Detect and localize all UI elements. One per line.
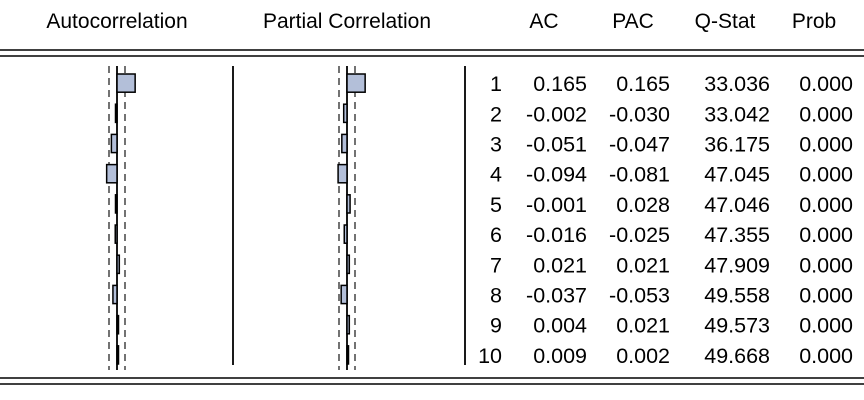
ac-bar-5 (114, 194, 118, 214)
pac-bar-3 (341, 133, 348, 154)
pac-bar-10 (346, 345, 350, 365)
prob-value-6: 0.000 (799, 223, 853, 247)
pac-value-3: -0.047 (609, 133, 670, 157)
ac-value-10: 0.009 (533, 344, 587, 368)
ac-value-7: 0.021 (533, 253, 587, 277)
ac-bar-4 (105, 163, 118, 184)
pac-value-10: 0.002 (616, 344, 670, 368)
header-partial-correlation: Partial Correlation (263, 10, 431, 33)
pac-value-6: -0.025 (609, 223, 670, 247)
header-prob: Prob (792, 10, 836, 33)
ac-value-8: -0.037 (526, 284, 587, 308)
pac-value-4: -0.081 (609, 163, 670, 187)
ac-value-9: 0.004 (533, 314, 587, 338)
qstat-value-5: 47.046 (704, 193, 770, 217)
qstat-value-3: 36.175 (704, 133, 770, 157)
prob-value-9: 0.000 (799, 314, 853, 338)
ac-value-3: -0.051 (526, 133, 587, 157)
ac-bar-10 (116, 345, 120, 365)
lag-value-4: 4 (490, 163, 502, 187)
pac-bar-1 (346, 73, 366, 93)
pac-bar-5 (346, 194, 351, 214)
pac-bar-9 (346, 314, 351, 335)
pac-bar-4 (337, 163, 348, 184)
lag-value-6: 6 (490, 223, 502, 247)
qstat-value-6: 47.355 (704, 223, 770, 247)
pac-value-5: 0.028 (616, 193, 670, 217)
pac-value-7: 0.021 (616, 253, 670, 277)
header-pac: PAC (612, 10, 654, 33)
pac-value-2: -0.030 (609, 102, 670, 126)
ac-bar-6 (114, 224, 118, 244)
ac-bar-8 (112, 284, 118, 305)
lag-value-10: 10 (478, 344, 502, 368)
prob-value-4: 0.000 (799, 163, 853, 187)
header-autocorrelation: Autocorrelation (46, 10, 187, 33)
prob-value-2: 0.000 (799, 102, 853, 126)
qstat-value-7: 47.909 (704, 253, 770, 277)
lag-value-2: 2 (490, 102, 502, 126)
ac-value-5: -0.001 (526, 193, 587, 217)
prob-value-3: 0.000 (799, 133, 853, 157)
ac-bar-7 (116, 254, 121, 275)
qstat-value-8: 49.558 (704, 284, 770, 308)
prob-value-8: 0.000 (799, 284, 853, 308)
pac-value-9: 0.021 (616, 314, 670, 338)
pac-value-1: 0.165 (616, 72, 670, 96)
pac-value-8: -0.053 (609, 284, 670, 308)
ac-value-1: 0.165 (533, 72, 587, 96)
lag-value-5: 5 (490, 193, 502, 217)
qstat-value-9: 49.573 (704, 314, 770, 338)
prob-value-5: 0.000 (799, 193, 853, 217)
header-ac: AC (529, 10, 558, 33)
lag-value-1: 1 (490, 72, 502, 96)
ac-bar-1 (116, 73, 136, 93)
pac-bar-2 (342, 103, 348, 124)
ac-value-4: -0.094 (526, 163, 587, 187)
qstat-value-4: 47.045 (704, 163, 770, 187)
lag-value-7: 7 (490, 253, 502, 277)
ac-bar-9 (116, 314, 120, 335)
pac-bar-8 (340, 284, 348, 305)
qstat-value-1: 33.036 (704, 72, 770, 96)
ac-bar-3 (110, 133, 118, 154)
prob-value-7: 0.000 (799, 253, 853, 277)
ac-value-2: -0.002 (526, 102, 587, 126)
qstat-value-2: 33.042 (704, 102, 770, 126)
lag-value-8: 8 (490, 284, 502, 308)
prob-value-1: 0.000 (799, 72, 853, 96)
qstat-value-10: 49.668 (704, 344, 770, 368)
ac-bar-2 (114, 103, 118, 124)
lag-value-3: 3 (490, 133, 502, 157)
header-qstat: Q-Stat (695, 10, 756, 33)
ac-value-6: -0.016 (526, 223, 587, 247)
pac-bar-7 (346, 254, 351, 275)
lag-value-9: 9 (490, 314, 502, 338)
prob-value-10: 0.000 (799, 344, 853, 368)
pac-bar-6 (343, 224, 348, 244)
